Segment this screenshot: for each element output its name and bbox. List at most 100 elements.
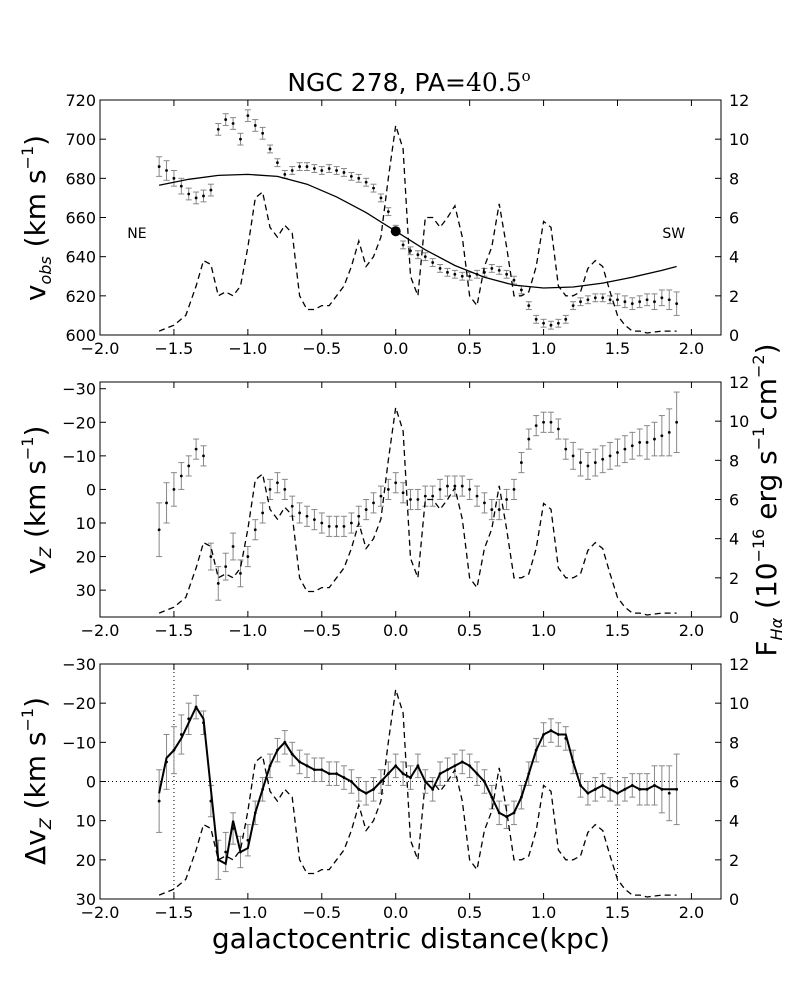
data-point (497, 508, 501, 511)
data-point (357, 176, 361, 180)
data-point (327, 167, 331, 170)
plot-area (156, 391, 680, 616)
data-point (438, 488, 442, 491)
data-point (401, 491, 405, 495)
data-point (224, 565, 228, 569)
series-points (156, 694, 680, 880)
data-point (468, 274, 472, 278)
x-tick-label: −1.5 (154, 339, 193, 358)
x-tick-label: 0.5 (457, 903, 482, 922)
y-tick-label: 0 (86, 480, 96, 499)
x-tick-label: 2.0 (679, 339, 704, 358)
y-tick-label: −30 (62, 655, 96, 674)
y-tick-label: 640 (65, 248, 96, 267)
data-point (423, 255, 427, 259)
data-point (453, 272, 457, 276)
data-point (542, 420, 545, 424)
data-point (276, 161, 279, 165)
data-point (675, 420, 679, 424)
data-point (623, 300, 627, 304)
data-point (239, 137, 242, 141)
data-point (261, 131, 265, 135)
data-point (261, 511, 265, 515)
data-point (157, 528, 161, 532)
data-point (320, 521, 324, 525)
data-point (357, 514, 361, 518)
data-point (305, 165, 309, 168)
y-tick-label: 680 (65, 169, 96, 188)
series-flux-line (158, 689, 677, 898)
data-point (283, 173, 287, 176)
data-point (253, 528, 257, 532)
x-tick-label: 0.0 (383, 903, 408, 922)
data-point (512, 488, 516, 491)
data-point (179, 184, 183, 188)
y2-tick-label: 4 (729, 812, 739, 831)
y2label-flux: FHα (10−16 erg s−1cm−2) (749, 343, 786, 656)
data-point (423, 494, 427, 498)
data-point (209, 188, 213, 192)
annotation-sw: SW (662, 226, 685, 242)
data-point (527, 304, 531, 308)
data-point (564, 447, 568, 451)
data-point (534, 317, 538, 321)
data-point (630, 302, 634, 306)
series-points (156, 109, 680, 330)
data-point (542, 321, 545, 325)
data-point (165, 169, 168, 172)
data-point (202, 194, 205, 198)
data-point (231, 122, 235, 125)
data-point (638, 300, 642, 304)
data-point (446, 270, 449, 274)
y-tick-label: 660 (65, 209, 96, 228)
data-point (630, 444, 634, 448)
data-point (431, 261, 435, 264)
data-point (409, 249, 412, 253)
x-tick-label: −1.5 (154, 621, 193, 640)
data-point (327, 524, 331, 528)
plot-area (156, 109, 680, 334)
data-point (386, 210, 390, 214)
data-point (653, 300, 656, 304)
y-tick-label: 10 (76, 514, 96, 533)
y-tick-label: 30 (76, 581, 96, 600)
data-point (335, 524, 338, 528)
data-point (209, 555, 213, 558)
x-tick-label: 0.5 (457, 621, 482, 640)
data-point (586, 298, 590, 302)
plot-area (100, 664, 721, 899)
data-point (645, 298, 649, 302)
xlabel: galactocentric distance(kpc) (212, 922, 610, 955)
x-tick-label: 1.0 (531, 903, 556, 922)
x-tick-label: 1.5 (605, 621, 630, 640)
x-tick-label: −2.0 (81, 339, 120, 358)
series-flux-line (158, 407, 677, 616)
data-point (475, 494, 479, 498)
y2-tick-label: 0 (729, 608, 739, 627)
y2-tick-label: 10 (729, 412, 749, 431)
x-tick-label: −2.0 (81, 903, 120, 922)
data-point (187, 464, 191, 468)
data-point (379, 196, 383, 200)
data-point (564, 317, 568, 321)
y2-tick-label: 12 (729, 373, 749, 392)
data-point (519, 288, 523, 292)
data-point (667, 298, 671, 302)
data-point (593, 296, 597, 300)
y-tick-label: −30 (62, 380, 96, 399)
data-point (364, 180, 368, 184)
y-tick-label: 20 (76, 548, 96, 567)
data-point (231, 545, 235, 548)
x-tick-label: −1.0 (228, 339, 267, 358)
data-point (157, 165, 161, 168)
data-point (165, 501, 168, 505)
series-points (156, 391, 680, 601)
data-point (224, 118, 228, 121)
series-model-line (158, 705, 677, 866)
data-point (320, 169, 324, 172)
y2-tick-label: 6 (729, 209, 739, 228)
data-point (571, 304, 575, 308)
y-tick-label: 0 (86, 773, 96, 792)
y-tick-label: 720 (65, 91, 96, 110)
data-point (667, 791, 671, 795)
